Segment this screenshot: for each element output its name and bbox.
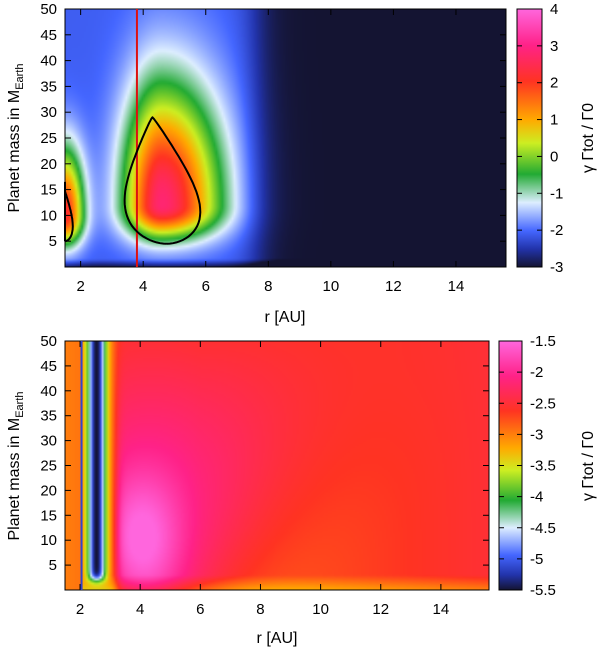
- colorbar-tick-label: 0: [550, 148, 558, 165]
- colorbar-tick-label: -2: [530, 364, 543, 381]
- colorbar-tick-label: 1: [550, 112, 558, 129]
- y-tick-label: 35: [40, 78, 57, 95]
- colorbar-tick-label: -5: [530, 551, 543, 568]
- colorbar-tick-label: -2: [550, 222, 563, 239]
- bottom-panel: 2 4 6 8 10 12 14 5 10 15 20 25 30 35 40 45 50 r [AU] Pl…: [6, 333, 597, 647]
- y-ticks-top: 5 10 15 20 25 30 35 40 45 50: [40, 1, 506, 250]
- colorbar-tick-label: -1.5: [530, 333, 556, 350]
- x-tick-label: 12: [372, 601, 389, 618]
- colorbar-tick-label: 3: [550, 38, 558, 55]
- colorbar-tick-label: 2: [550, 75, 558, 92]
- x-tick-label: 8: [256, 601, 264, 618]
- y-ticks-bottom: 5 10 15 20 25 30 35 40 45 50: [40, 333, 489, 574]
- colorbar-tick-label: -4.5: [530, 520, 556, 537]
- heatmap-top: [65, 9, 506, 267]
- y-tick-label: 40: [40, 383, 57, 400]
- y-tick-label: 45: [40, 27, 57, 44]
- y-tick-label: 5: [49, 233, 57, 250]
- x-tick-label: 4: [139, 278, 147, 295]
- colorbar-tick-label: -3.5: [530, 458, 556, 475]
- colorbar-tick-label: -1: [550, 185, 563, 202]
- y-tick-label: 45: [40, 358, 57, 375]
- y-tick-label: 25: [40, 458, 57, 475]
- y-tick-label: 50: [40, 333, 57, 350]
- y-tick-label: 20: [40, 156, 57, 173]
- colorbar-ticks-top: 4 3 2 1 0 -1 -2 -3: [517, 1, 563, 276]
- y-tick-label: 30: [40, 104, 57, 121]
- x-ticks-bottom: 2 4 6 8 10 12 14: [76, 341, 449, 618]
- y-tick-label: 15: [40, 507, 57, 524]
- x-tick-label: 4: [136, 601, 144, 618]
- y-tick-label: 40: [40, 53, 57, 70]
- x-axis-label-bottom: r [AU]: [257, 630, 298, 647]
- colorbar-label-top: γ Γtot / Γ0: [580, 103, 597, 173]
- zero-contour: [64, 181, 74, 243]
- x-tick-label: 10: [323, 278, 340, 295]
- x-ticks-top: 2 4 6 8 10 12 14: [76, 9, 464, 295]
- zero-contours-top: [64, 116, 202, 245]
- x-tick-label: 2: [76, 278, 84, 295]
- x-tick-label: 6: [196, 601, 204, 618]
- y-tick-label: 50: [40, 1, 57, 18]
- y-axis-label-top: Planet mass in MEarth: [6, 63, 26, 212]
- zero-contour: [123, 116, 202, 245]
- x-tick-label: 12: [385, 278, 402, 295]
- x-tick-label: 14: [448, 278, 465, 295]
- y-tick-label: 10: [40, 532, 57, 549]
- colorbar-tick-label: -2.5: [530, 395, 556, 412]
- x-tick-label: 2: [76, 601, 84, 618]
- x-tick-label: 8: [264, 278, 272, 295]
- y-tick-label: 20: [40, 482, 57, 499]
- x-tick-label: 6: [202, 278, 210, 295]
- colorbar-tick-label: -4: [530, 489, 543, 506]
- y-tick-label: 5: [49, 557, 57, 574]
- x-tick-label: 10: [312, 601, 329, 618]
- colorbar-top: [516, 8, 543, 268]
- y-tick-label: 30: [40, 433, 57, 450]
- colorbar-tick-label: -5.5: [530, 582, 556, 599]
- colorbar-tick-label: 4: [550, 1, 558, 18]
- y-tick-label: 15: [40, 182, 57, 199]
- colorbar-ticks-bottom: -1.5 -2 -2.5 -3 -3.5 -4 -4.5 -5 -5.5: [499, 333, 556, 599]
- heatmap-bottom: [65, 341, 489, 590]
- y-tick-label: 10: [40, 207, 57, 224]
- colorbar-tick-label: -3: [530, 426, 543, 443]
- x-axis-label-top: r [AU]: [265, 309, 306, 326]
- x-tick-label: 14: [433, 601, 450, 618]
- y-axis-label-bottom: Planet mass in MEarth: [6, 391, 26, 540]
- colorbar-label-bottom: γ Γtot / Γ0: [580, 431, 597, 501]
- y-tick-label: 35: [40, 408, 57, 425]
- y-tick-label: 25: [40, 130, 57, 147]
- colorbar-tick-label: -3: [550, 259, 563, 276]
